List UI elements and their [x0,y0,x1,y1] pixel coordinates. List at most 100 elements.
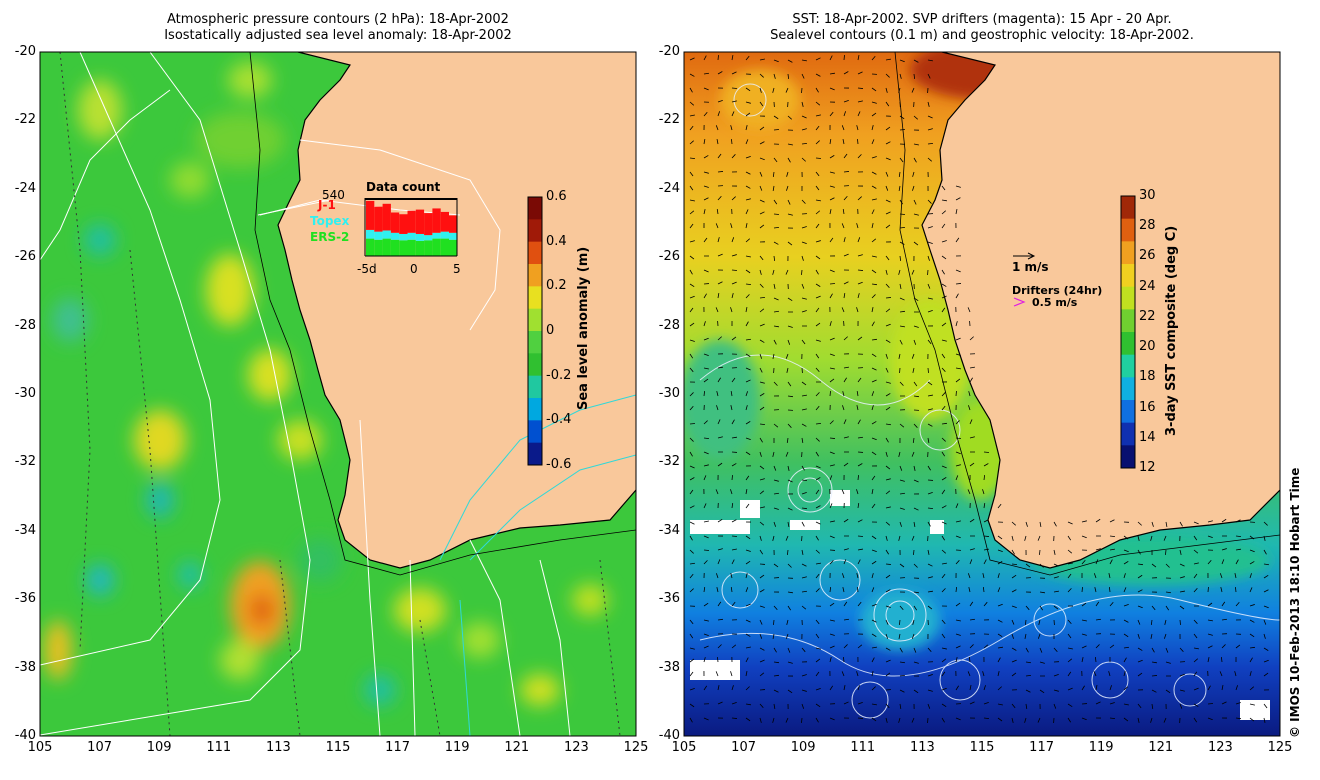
lat-tick-label: -38 [14,659,36,675]
velocity-vector [689,57,695,61]
velocity-vector [829,237,834,243]
velocity-vector [843,196,848,201]
velocity-vector [689,619,694,625]
velocity-vector [759,199,765,203]
velocity-vector [1011,717,1014,723]
velocity-vector [703,378,709,383]
velocity-vector [1081,645,1087,649]
velocity-vector [815,322,821,327]
velocity-vector [703,520,709,523]
lon-tick-label: 115 [969,740,995,755]
velocity-vector [745,367,751,371]
velocity-vector [899,339,903,345]
lat-tick-label: -40 [14,728,36,743]
lon-tick-label: 117 [385,740,410,755]
velocity-vector [983,474,985,481]
velocity-vector [1039,563,1044,568]
velocity-vector [772,535,775,541]
velocity-vector [955,503,959,509]
velocity-vector [759,185,763,191]
velocity-vector [968,405,971,411]
lat-tick-label: -40 [658,728,680,743]
velocity-vector [1109,535,1116,537]
velocity-vector [967,489,971,495]
velocity-vector [785,633,789,639]
velocity-vector [997,646,1003,649]
velocity-vector [815,671,820,677]
velocity-vector [815,171,820,177]
velocity-vector [745,686,750,691]
drifters-legend-speed: 0.5 m/s [1032,296,1078,309]
velocity-vector [857,111,861,117]
velocity-vector [842,587,845,593]
velocity-vector [786,437,789,444]
velocity-vector [927,199,932,204]
velocity-vector [787,297,793,302]
velocity-vector [982,573,985,579]
velocity-vector [787,115,792,120]
velocity-vector [773,310,780,313]
velocity-vector [913,241,919,246]
velocity-vector [801,590,808,593]
velocity-vector [841,671,845,677]
data-count-bar [390,232,400,240]
velocity-vector [899,297,905,301]
velocity-vector [1263,549,1267,555]
velocity-vector [997,549,1003,553]
velocity-vector [759,283,764,288]
velocity-vector [1025,689,1031,693]
velocity-vector [801,563,807,567]
velocity-vector [1151,661,1157,664]
velocity-vector [941,647,947,650]
velocity-vector [843,518,849,523]
velocity-vector [717,111,721,117]
velocity-vector [1179,549,1182,555]
velocity-vector [731,463,737,467]
velocity-vector [787,241,793,246]
velocity-vector [717,462,723,467]
velocity-vector [731,237,735,243]
velocity-vector [843,701,849,705]
velocity-vector [801,717,803,724]
velocity-vector [1067,521,1073,525]
velocity-vector [689,573,694,579]
colorbar-swatch [528,219,542,243]
velocity-vector [885,73,890,78]
velocity-vector [1011,535,1014,541]
velocity-vector [815,255,821,260]
velocity-vector [703,586,706,593]
velocity-vector [773,521,776,527]
velocity-vector [759,353,763,359]
velocity-vector [717,701,723,705]
velocity-vector [1164,619,1167,625]
velocity-vector [772,451,775,457]
velocity-vector [689,489,694,495]
velocity-vector [772,185,775,191]
velocity-vector [1263,535,1266,541]
velocity-vector [787,325,793,328]
velocity-vector [1235,717,1242,720]
velocity-vector [759,308,765,313]
velocity-vector [843,111,846,117]
velocity-vector [913,381,918,387]
velocity-vector [1123,671,1126,677]
velocity-vector [857,559,861,565]
velocity-vector [1221,518,1227,523]
velocity-vector [941,295,947,299]
velocity-vector [1095,548,1101,551]
drifter-legend-arrow [1013,297,1026,307]
velocity-vector [689,269,693,275]
velocity-vector [772,87,775,93]
velocity-vector [773,339,777,345]
velocity-vector [745,489,748,495]
velocity-vector [927,703,931,709]
velocity-vector [1179,563,1185,567]
velocity-vector [689,223,694,229]
velocity-vector [745,619,751,623]
left-title-line1: Atmospheric pressure contours (2 hPa): 1… [167,12,509,27]
colorbar-frame [527,196,543,466]
lon-tick-label: 113 [265,740,291,755]
velocity-vector [689,451,693,457]
velocity-vector [913,479,919,483]
velocity-vector [801,576,807,579]
